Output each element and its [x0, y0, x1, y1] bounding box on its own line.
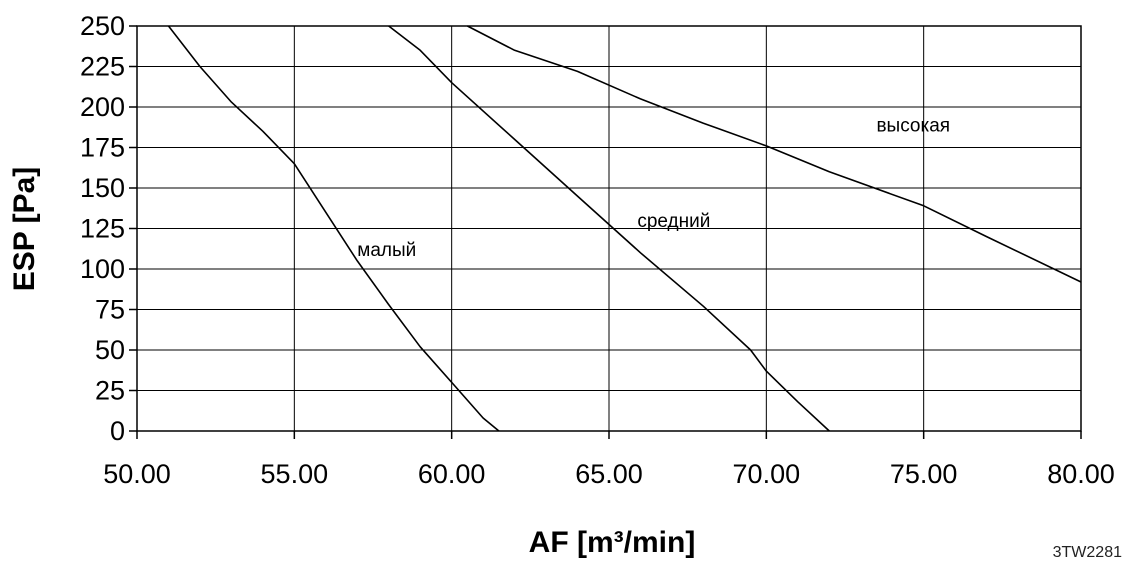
y-tick-label: 50: [95, 335, 125, 365]
x-tick-label: 50.00: [103, 459, 171, 489]
grid-lines: [136, 25, 1082, 432]
y-tick-label: 75: [95, 295, 125, 325]
series-lines: [167, 25, 1082, 432]
y-tick-label: 0: [110, 416, 125, 446]
series-label: средний: [637, 211, 710, 232]
y-tick-label: 200: [80, 92, 125, 122]
series-line: [467, 25, 1082, 283]
y-tick-label: 250: [80, 11, 125, 41]
series-line: [167, 25, 500, 432]
y-tick-label: 225: [80, 52, 125, 82]
x-tick-label: 65.00: [575, 459, 643, 489]
y-tick-label: 25: [95, 376, 125, 406]
tick-marks: [129, 25, 1082, 439]
x-axis-title: AF [m³/min]: [529, 526, 696, 559]
x-tick-label: 55.00: [261, 459, 329, 489]
series-label: высокая: [876, 115, 950, 136]
series-labels: малый средний высокая: [357, 115, 950, 261]
series-label: малый: [357, 240, 416, 261]
x-tick-label: 70.00: [733, 459, 801, 489]
y-tick-label: 125: [80, 214, 125, 244]
y-axis-title: ESP [Pa]: [8, 167, 41, 292]
x-tick-label: 75.00: [890, 459, 958, 489]
tick-labels: 0 25 50 75 100 125 150 175 200 225 250 50.00 55.00 60…: [80, 11, 1115, 489]
y-tick-label: 100: [80, 254, 125, 284]
x-tick-label: 80.00: [1047, 459, 1115, 489]
x-tick-label: 60.00: [418, 459, 486, 489]
series-line: [388, 25, 830, 432]
y-tick-label: 175: [80, 133, 125, 163]
figure-code: 3TW2281: [1053, 544, 1122, 559]
y-tick-label: 150: [80, 173, 125, 203]
